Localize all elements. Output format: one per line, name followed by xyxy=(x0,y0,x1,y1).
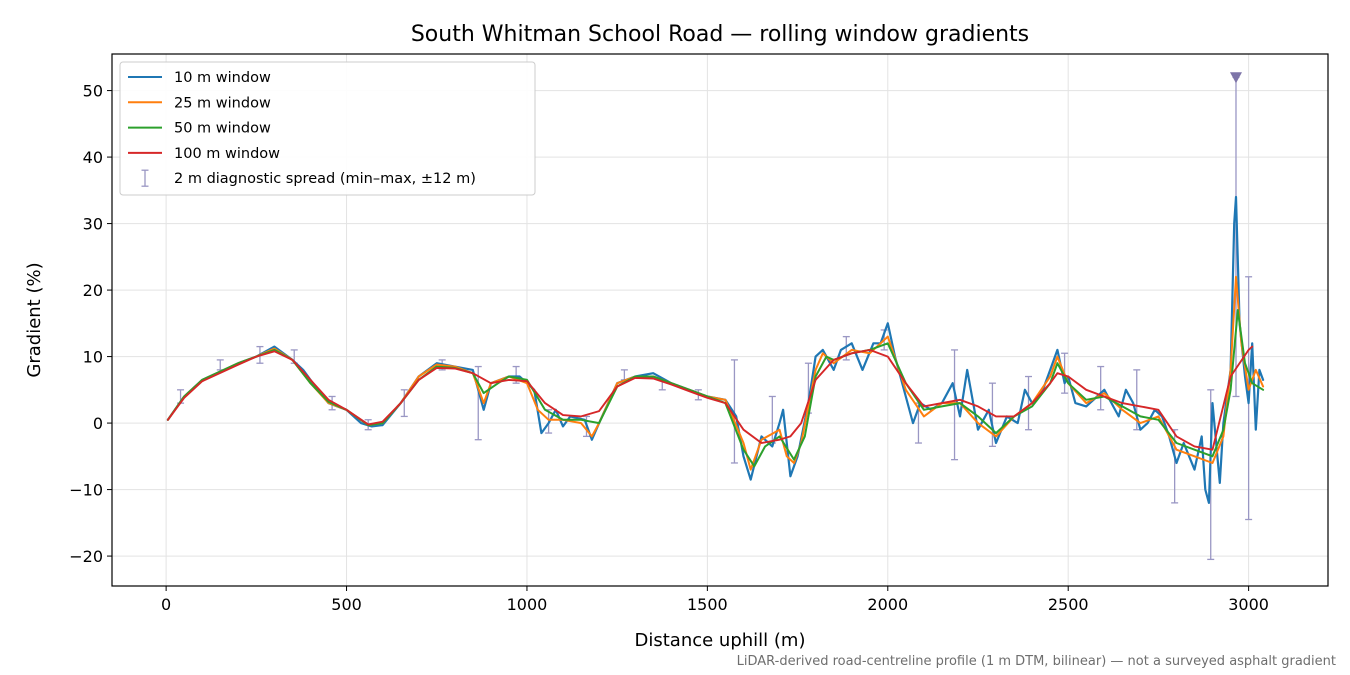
spread-bar xyxy=(400,389,408,418)
y-tick-label: 40 xyxy=(83,148,103,167)
legend-item: 100 m window xyxy=(128,146,280,162)
x-tick-label: 3000 xyxy=(1228,595,1269,614)
x-tick-label: 2500 xyxy=(1048,595,1089,614)
series-lines xyxy=(166,195,1265,504)
x-tick-label: 2000 xyxy=(867,595,908,614)
legend-label: 2 m diagnostic spread (min–max, ±12 m) xyxy=(174,171,476,187)
footnote: LiDAR-derived road-centreline profile (1… xyxy=(737,654,1336,669)
y-tick-label: 50 xyxy=(83,82,103,101)
legend-item: 10 m window xyxy=(128,70,271,86)
x-tick-label: 1500 xyxy=(687,595,728,614)
y-tick-label: −10 xyxy=(69,481,103,500)
legend-item: 2 m diagnostic spread (min–max, ±12 m) xyxy=(141,169,476,187)
legend-label: 10 m window xyxy=(174,70,271,86)
plot-frame xyxy=(111,53,1329,587)
y-axis-ticks: −20 −10 0 10 20 30 40 50 xyxy=(69,82,112,566)
legend-item: 25 m window xyxy=(128,95,271,111)
series-line-4 xyxy=(166,345,1254,451)
legend-label: 100 m window xyxy=(174,146,280,162)
legend-label: 25 m window xyxy=(174,95,271,111)
legend-swatch xyxy=(141,169,149,187)
spread-bar xyxy=(1025,375,1033,431)
y-tick-label: −20 xyxy=(69,547,103,566)
spread-bar xyxy=(730,359,738,464)
x-tick-label: 1000 xyxy=(507,595,548,614)
x-tick-label: 0 xyxy=(161,595,171,614)
spread-bar xyxy=(1097,365,1105,411)
legend-box xyxy=(119,61,536,196)
spread-bar xyxy=(474,365,482,441)
legend-item: 50 m window xyxy=(128,121,271,137)
legend-label: 50 m window xyxy=(174,121,271,137)
chart-title: South Whitman School Road — rolling wind… xyxy=(411,22,1029,47)
max-marker-layer xyxy=(1229,72,1242,84)
y-axis-label: Gradient (%) xyxy=(24,262,45,377)
y-tick-label: 30 xyxy=(83,215,103,234)
y-tick-label: 0 xyxy=(93,414,103,433)
x-axis-ticks: 0 500 1000 1500 2000 2500 3000 xyxy=(161,586,1269,614)
legend: 10 m window 25 m window 50 m window 100 m w… xyxy=(119,61,536,196)
max-marker xyxy=(1229,72,1242,84)
y-tick-label: 10 xyxy=(83,348,103,367)
x-axis-label: Distance uphill (m) xyxy=(635,630,806,651)
y-tick-label: 20 xyxy=(83,281,103,300)
x-tick-label: 500 xyxy=(331,595,362,614)
